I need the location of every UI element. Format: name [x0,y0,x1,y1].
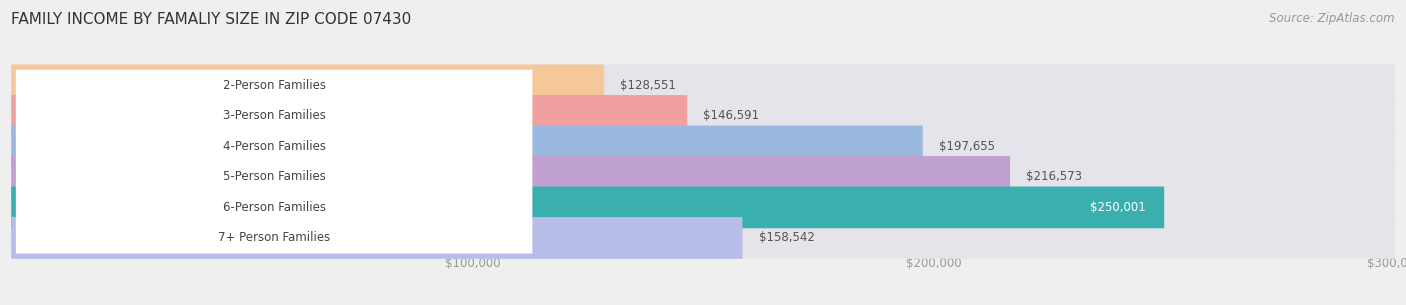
FancyBboxPatch shape [15,131,533,162]
FancyBboxPatch shape [11,95,1395,137]
Text: $250,001: $250,001 [1090,201,1146,214]
Text: $128,551: $128,551 [620,79,676,92]
Text: Source: ZipAtlas.com: Source: ZipAtlas.com [1270,12,1395,25]
Text: $146,591: $146,591 [703,109,759,122]
FancyBboxPatch shape [11,126,922,167]
FancyBboxPatch shape [11,156,1010,198]
FancyBboxPatch shape [11,156,1395,198]
FancyBboxPatch shape [15,192,533,223]
Text: 4-Person Families: 4-Person Families [222,140,326,153]
Text: 6-Person Families: 6-Person Families [222,201,326,214]
FancyBboxPatch shape [15,100,533,131]
Text: $216,573: $216,573 [1026,170,1083,183]
FancyBboxPatch shape [15,161,533,192]
FancyBboxPatch shape [15,70,533,101]
Text: 2-Person Families: 2-Person Families [222,79,326,92]
FancyBboxPatch shape [11,95,688,137]
FancyBboxPatch shape [11,217,1395,259]
Text: 5-Person Families: 5-Person Families [222,170,326,183]
Text: FAMILY INCOME BY FAMALIY SIZE IN ZIP CODE 07430: FAMILY INCOME BY FAMALIY SIZE IN ZIP COD… [11,12,412,27]
FancyBboxPatch shape [11,65,1395,106]
FancyBboxPatch shape [11,187,1164,228]
FancyBboxPatch shape [11,187,1395,228]
Text: $197,655: $197,655 [939,140,995,153]
Text: 3-Person Families: 3-Person Families [222,109,326,122]
Text: 7+ Person Families: 7+ Person Families [218,231,330,244]
FancyBboxPatch shape [11,126,1395,167]
FancyBboxPatch shape [11,65,605,106]
Text: $158,542: $158,542 [758,231,814,244]
FancyBboxPatch shape [11,217,742,259]
FancyBboxPatch shape [15,222,533,253]
